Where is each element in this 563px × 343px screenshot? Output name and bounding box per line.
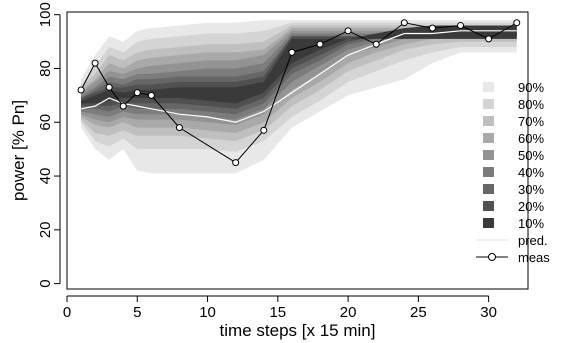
meas-point [260,126,268,134]
legend-swatch [483,133,494,143]
meas-point [77,86,85,94]
legend-label: 80% [518,97,544,112]
plot-frame [66,11,529,290]
quantile-bands [81,20,517,174]
legend-swatch [483,184,494,194]
meas-point [316,40,324,48]
legend-label: 50% [518,148,544,163]
y-tick-label: 60 [37,114,54,131]
meas-point [400,19,408,27]
y-tick-label: 40 [37,168,54,185]
meas-point [133,89,141,97]
x-tick-label: 30 [480,304,497,321]
x-tick-label: 0 [63,304,71,321]
legend-swatch [483,218,494,228]
legend-swatch [483,99,494,109]
y-tick-label: 20 [37,221,54,238]
legend: 90% 80% 70% 60% 50% 40% 30% 20% 10% pred. meas [476,80,550,265]
x-tick-label: 20 [340,304,357,321]
legend-swatch [483,116,494,126]
meas-point [372,40,380,48]
y-tick-label: 80 [37,60,54,77]
legend-label: 60% [518,131,544,146]
x-tick-label: 10 [199,304,216,321]
meas-point [457,21,465,29]
y-tick-label: 100 [37,2,54,27]
legend-label: 20% [518,199,544,214]
series-line-meas [80,22,518,164]
meas-point [428,24,436,32]
x-tick-label: 15 [269,304,286,321]
legend-label: 40% [518,165,544,180]
meas-point [513,19,521,27]
legend-marker [488,253,496,261]
legend-label: 70% [518,114,544,129]
legend-label: meas [518,250,550,265]
meas-markers [77,19,521,167]
y-tick-label: 0 [37,279,54,287]
y-axis-label: power [% Pn] [9,100,28,201]
legend-swatch [483,201,494,211]
x-tick-label: 5 [133,304,141,321]
meas-point [485,35,493,43]
band-10pct [81,25,517,104]
meas-point [119,102,127,110]
legend-label: 90% [518,80,544,95]
meas-point [175,124,183,132]
meas-point [288,48,296,56]
meas-point [91,59,99,67]
legend-label: pred. [518,233,548,248]
legend-label: 10% [518,216,544,231]
legend-swatch [483,167,494,177]
x-tick-label: 25 [410,304,427,321]
meas-point [232,159,240,167]
legend-swatch [483,150,494,160]
x-axis: 0 5 10 15 20 25 30 [63,295,497,321]
legend-label: 30% [518,182,544,197]
meas-point [344,27,352,35]
y-axis: 0 20 40 60 80 100 [37,2,61,288]
meas-point [105,83,113,91]
legend-swatch [483,82,494,92]
meas-point [147,91,155,99]
x-axis-label: time steps [x 15 min] [220,321,376,340]
